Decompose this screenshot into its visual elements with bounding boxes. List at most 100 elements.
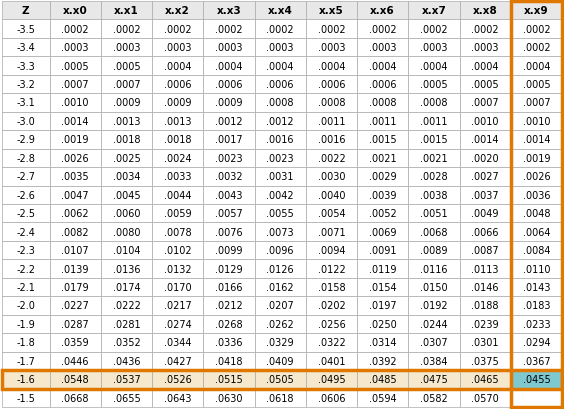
- Text: .0004: .0004: [215, 61, 243, 72]
- Bar: [408, 168, 460, 186]
- Bar: [460, 223, 511, 241]
- Bar: [306, 315, 357, 333]
- Text: .0170: .0170: [164, 282, 192, 292]
- Text: .0110: .0110: [523, 264, 550, 274]
- Text: .0239: .0239: [472, 319, 499, 329]
- Text: .0062: .0062: [61, 209, 89, 219]
- Bar: [2, 278, 50, 297]
- Bar: [152, 112, 203, 131]
- Text: -3.2: -3.2: [16, 80, 35, 90]
- Bar: [152, 260, 203, 278]
- Text: .0014: .0014: [61, 117, 89, 127]
- Bar: [408, 204, 460, 223]
- Bar: [254, 389, 306, 407]
- Text: .0040: .0040: [318, 190, 345, 200]
- Bar: [2, 76, 50, 94]
- Bar: [460, 168, 511, 186]
- Text: .0031: .0031: [266, 172, 294, 182]
- Bar: [101, 278, 152, 297]
- Bar: [408, 131, 460, 149]
- Bar: [50, 76, 101, 94]
- Text: .0044: .0044: [164, 190, 191, 200]
- Text: .0002: .0002: [420, 25, 448, 35]
- Bar: [2, 370, 50, 389]
- Bar: [460, 20, 511, 39]
- Text: .0082: .0082: [61, 227, 89, 237]
- Text: -1.5: -1.5: [16, 393, 35, 403]
- Text: .0003: .0003: [420, 43, 448, 53]
- Bar: [152, 149, 203, 168]
- Text: .0004: .0004: [420, 61, 448, 72]
- Text: .0314: .0314: [369, 337, 396, 348]
- Bar: [101, 20, 152, 39]
- Bar: [101, 297, 152, 315]
- Text: .0618: .0618: [266, 393, 294, 403]
- Text: .0207: .0207: [266, 301, 294, 311]
- Text: .0078: .0078: [164, 227, 192, 237]
- Text: .0005: .0005: [472, 80, 499, 90]
- Bar: [408, 186, 460, 204]
- Text: .0119: .0119: [369, 264, 396, 274]
- Bar: [203, 315, 254, 333]
- Bar: [357, 260, 408, 278]
- Bar: [50, 20, 101, 39]
- Text: -2.8: -2.8: [16, 153, 35, 164]
- Bar: [203, 333, 254, 352]
- Text: .0505: .0505: [266, 374, 294, 384]
- Text: -2.0: -2.0: [16, 301, 35, 311]
- Bar: [511, 204, 562, 223]
- Text: .0020: .0020: [472, 153, 499, 164]
- Text: .0643: .0643: [164, 393, 191, 403]
- Text: .0570: .0570: [472, 393, 499, 403]
- Text: .0017: .0017: [215, 135, 243, 145]
- Text: .0409: .0409: [266, 356, 294, 366]
- Bar: [203, 20, 254, 39]
- Bar: [2, 297, 50, 315]
- Bar: [254, 94, 306, 112]
- Text: .0485: .0485: [369, 374, 396, 384]
- Text: .0427: .0427: [164, 356, 192, 366]
- Bar: [254, 2, 306, 20]
- Bar: [511, 315, 562, 333]
- Bar: [152, 389, 203, 407]
- Bar: [50, 370, 101, 389]
- Bar: [152, 131, 203, 149]
- Text: .0162: .0162: [266, 282, 294, 292]
- Bar: [254, 278, 306, 297]
- Bar: [408, 223, 460, 241]
- Bar: [2, 223, 50, 241]
- Text: -3.4: -3.4: [16, 43, 35, 53]
- Bar: [2, 112, 50, 131]
- Bar: [203, 2, 254, 20]
- Text: -3.1: -3.1: [16, 98, 35, 108]
- Bar: [408, 352, 460, 370]
- Bar: [460, 186, 511, 204]
- Text: .0655: .0655: [113, 393, 140, 403]
- Text: .0274: .0274: [164, 319, 192, 329]
- Bar: [152, 186, 203, 204]
- Bar: [460, 297, 511, 315]
- Bar: [357, 370, 408, 389]
- Bar: [306, 186, 357, 204]
- Text: .0089: .0089: [420, 245, 448, 256]
- Bar: [460, 389, 511, 407]
- Bar: [306, 20, 357, 39]
- Bar: [2, 370, 562, 389]
- Bar: [254, 186, 306, 204]
- Text: .0188: .0188: [472, 301, 499, 311]
- Text: .0057: .0057: [215, 209, 243, 219]
- Bar: [101, 260, 152, 278]
- Bar: [460, 112, 511, 131]
- Text: .0143: .0143: [523, 282, 550, 292]
- Bar: [50, 57, 101, 76]
- Text: -2.4: -2.4: [16, 227, 35, 237]
- Text: .0019: .0019: [61, 135, 89, 145]
- Bar: [408, 76, 460, 94]
- Bar: [2, 57, 50, 76]
- Bar: [408, 370, 460, 389]
- Text: x.x4: x.x4: [268, 6, 293, 16]
- Bar: [50, 241, 101, 260]
- Text: .0007: .0007: [472, 98, 499, 108]
- Bar: [101, 57, 152, 76]
- Bar: [511, 297, 562, 315]
